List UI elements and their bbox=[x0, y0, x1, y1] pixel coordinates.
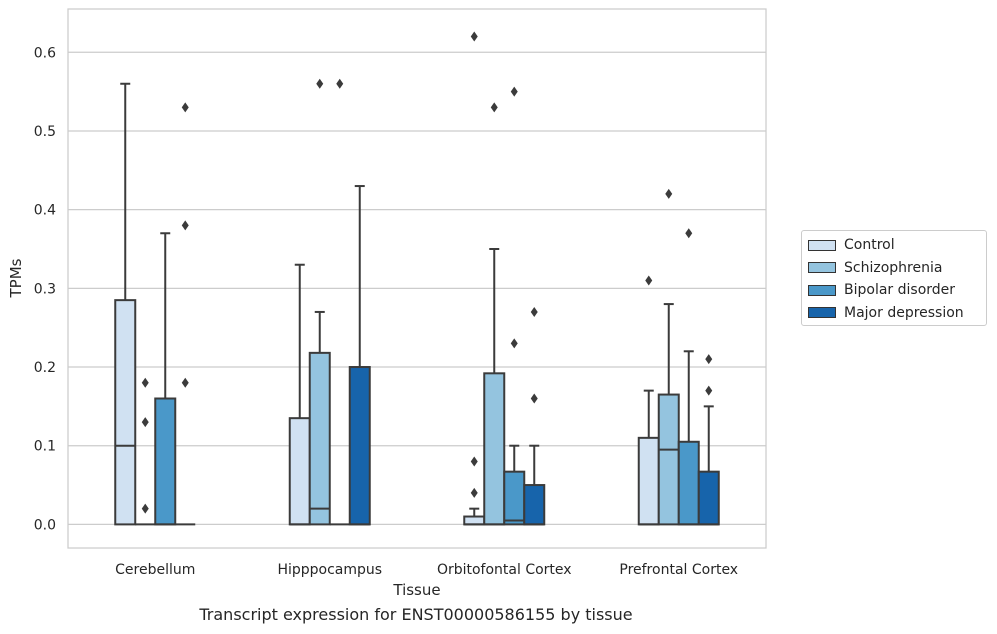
outlier-point bbox=[705, 385, 713, 396]
outlier-point bbox=[510, 338, 518, 349]
box-control bbox=[463, 31, 486, 526]
y-tick-label: 0.2 bbox=[34, 360, 56, 376]
legend-item: Control bbox=[808, 234, 986, 257]
y-tick-label: 0.6 bbox=[34, 45, 56, 61]
box-body bbox=[697, 470, 720, 526]
legend-item: Major depression bbox=[808, 302, 986, 325]
x-tick-label: Orbitofontal Cortex bbox=[437, 562, 572, 578]
outlier-point bbox=[530, 393, 538, 404]
box-control bbox=[288, 263, 311, 526]
legend-label: Schizophrenia bbox=[844, 259, 943, 276]
chart-caption: Transcript expression for ENST0000058615… bbox=[199, 605, 633, 624]
box-bipolar-disorder bbox=[154, 232, 177, 526]
box-body bbox=[114, 299, 137, 526]
box-schizophrenia bbox=[135, 377, 156, 526]
x-tick-label: Hipppocampus bbox=[277, 562, 382, 578]
grid-lines bbox=[68, 51, 766, 526]
outlier-point bbox=[141, 377, 149, 388]
outlier-point bbox=[181, 220, 189, 231]
y-tick-label: 0.4 bbox=[34, 203, 56, 219]
outlier-point bbox=[470, 456, 478, 467]
legend-swatch bbox=[808, 262, 836, 274]
box-bipolar-disorder bbox=[677, 228, 700, 526]
box-body bbox=[657, 393, 680, 526]
box-body bbox=[677, 440, 700, 526]
plot-frame bbox=[67, 8, 767, 549]
outlier-point bbox=[685, 228, 693, 239]
box-body bbox=[463, 515, 486, 526]
box-major-depression bbox=[523, 306, 546, 526]
y-tick-label: 0.1 bbox=[34, 439, 56, 455]
x-tick-labels: Cerebellum Hipppocampus Orbitofontal Corte… bbox=[115, 562, 738, 578]
outlier-point bbox=[470, 487, 478, 498]
box-body bbox=[154, 397, 177, 526]
outlier-point bbox=[141, 417, 149, 428]
legend-item: Schizophrenia bbox=[808, 257, 986, 280]
outlier-point bbox=[336, 78, 344, 89]
outlier-point bbox=[181, 377, 189, 388]
x-tick-label: Prefrontal Cortex bbox=[619, 562, 738, 578]
box-schizophrenia bbox=[308, 78, 331, 526]
outlier-point bbox=[665, 188, 673, 199]
legend-label: Major depression bbox=[844, 304, 964, 321]
box-bipolar-disorder bbox=[503, 86, 526, 526]
outlier-point bbox=[470, 31, 478, 42]
box-major-depression bbox=[348, 185, 371, 526]
box-major-depression bbox=[697, 354, 720, 526]
y-tick-label: 0.0 bbox=[34, 517, 56, 533]
outlier-point bbox=[316, 78, 324, 89]
box-control bbox=[114, 82, 137, 526]
outlier-point bbox=[181, 102, 189, 113]
outlier-point bbox=[645, 275, 653, 286]
box-body bbox=[348, 366, 371, 526]
outlier-point bbox=[510, 86, 518, 97]
box-major-depression bbox=[175, 102, 196, 526]
box-schizophrenia bbox=[483, 102, 506, 526]
box-control bbox=[637, 275, 660, 526]
outlier-point bbox=[490, 102, 498, 113]
legend-label: Bipolar disorder bbox=[844, 282, 956, 299]
legend-swatch bbox=[808, 239, 836, 251]
legend-item: Bipolar disorder bbox=[808, 279, 986, 302]
x-axis-label: Tissue bbox=[392, 581, 440, 599]
y-tick-labels: 0.0 0.1 0.2 0.3 0.4 0.5 0.6 bbox=[34, 45, 56, 533]
y-axis-label: TPMs bbox=[7, 258, 25, 298]
legend-swatch bbox=[808, 307, 836, 319]
legend: Control Schizophrenia Bipolar disorder Majo… bbox=[801, 230, 987, 326]
y-tick-label: 0.5 bbox=[34, 124, 56, 140]
box-body bbox=[483, 372, 506, 526]
outlier-point bbox=[141, 503, 149, 514]
legend-swatch bbox=[808, 284, 836, 296]
box-schizophrenia bbox=[657, 188, 680, 526]
plot-marks bbox=[114, 31, 720, 526]
legend-label: Control bbox=[844, 237, 895, 254]
y-tick-label: 0.3 bbox=[34, 281, 56, 297]
x-tick-label: Cerebellum bbox=[115, 562, 195, 578]
box-body bbox=[637, 436, 660, 526]
box-body bbox=[523, 484, 546, 526]
box-bipolar-disorder bbox=[329, 78, 350, 526]
box-body bbox=[288, 417, 311, 526]
box-body bbox=[308, 351, 331, 526]
outlier-point bbox=[705, 354, 713, 365]
box-body bbox=[503, 470, 526, 526]
outlier-point bbox=[530, 306, 538, 317]
